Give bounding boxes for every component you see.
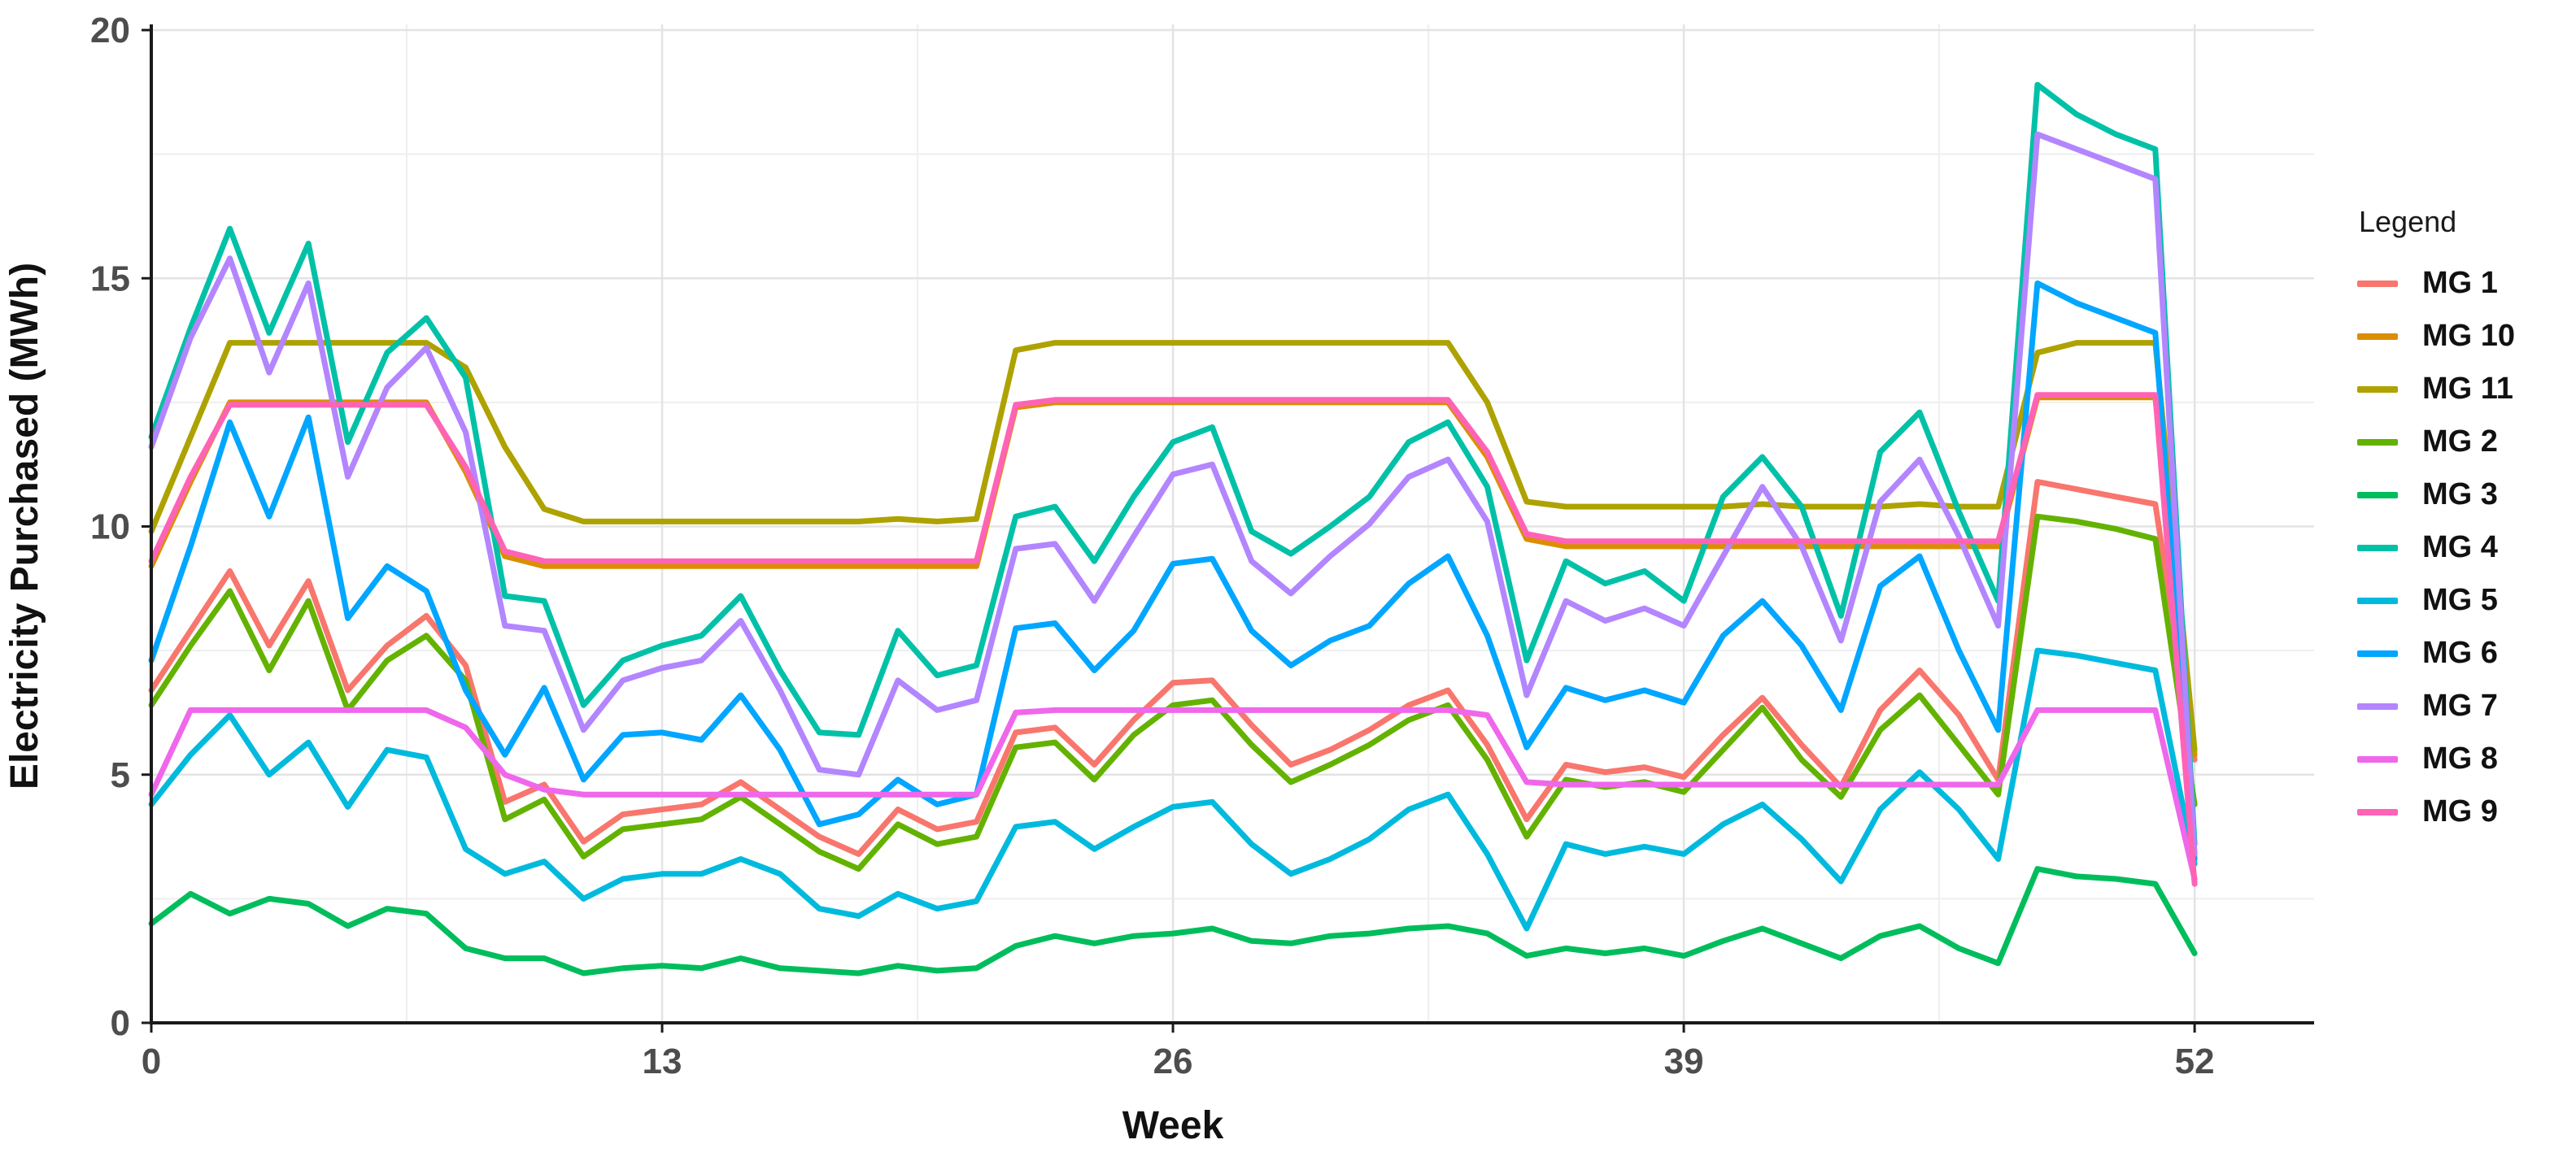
legend-key-line: [2357, 650, 2398, 657]
series-line-mg-2: [148, 513, 2198, 872]
y-tick-label: 5: [111, 755, 130, 795]
gridlines-minor: [151, 24, 2314, 1023]
legend-item-mg-11: MG 11: [2357, 363, 2573, 415]
legend-title: Legend: [2359, 205, 2457, 238]
x-tick-label: 0: [142, 1042, 161, 1081]
legend-key-line: [2357, 385, 2398, 393]
x-tick-label: 39: [1664, 1042, 1704, 1081]
legend-item-label: MG 4: [2422, 530, 2498, 564]
legend-item-mg-7: MG 7: [2357, 680, 2573, 733]
legend-item-mg-8: MG 8: [2357, 733, 2573, 785]
legend-key-line: [2357, 333, 2398, 340]
legend-item-mg-1: MG 1: [2357, 257, 2573, 310]
legend-item-mg-4: MG 4: [2357, 521, 2573, 574]
series-line-mg-3: [148, 866, 2198, 976]
legend-item-label: MG 1: [2422, 266, 2498, 300]
axis-lines: [150, 24, 2314, 1024]
legend-item-label: MG 8: [2422, 742, 2498, 776]
y-tick-label: 15: [90, 259, 130, 298]
series-line-mg-11: [148, 340, 2198, 753]
tick-labels: 0 5 10 15 20 0 13 26 39 52: [90, 11, 2215, 1081]
legend-key-line: [2357, 597, 2398, 604]
legend-key-line: [2357, 808, 2398, 816]
x-tick-label: 26: [1153, 1042, 1193, 1081]
legend-item-mg-3: MG 3: [2357, 468, 2573, 521]
legend-key-line: [2357, 491, 2398, 498]
legend-item-label: MG 9: [2422, 794, 2498, 829]
legend-item-mg-9: MG 9: [2357, 785, 2573, 838]
legend-item-label: MG 7: [2422, 689, 2498, 723]
legend-item-mg-10: MG 10: [2357, 310, 2573, 363]
y-axis-title: Electricity Purchased (MWh): [3, 263, 46, 789]
legend-item-label: MG 11: [2422, 372, 2513, 406]
legend-item-label: MG 5: [2422, 583, 2498, 617]
legend-item-label: MG 2: [2422, 424, 2498, 459]
tick-marks: [142, 28, 2196, 1033]
gridlines-major: [151, 24, 2314, 1023]
legend-key-line: [2357, 280, 2398, 287]
legend-key-line: [2357, 438, 2398, 446]
series-line-mg-8: [148, 707, 2198, 882]
y-tick-label: 10: [90, 507, 130, 547]
legend-item-mg-5: MG 5: [2357, 574, 2573, 627]
legend: Legend MG 1 MG 10 MG 11 MG 2 MG 3 MG 4 MG 5 MG …: [2357, 205, 2573, 838]
legend-item-mg-2: MG 2: [2357, 415, 2573, 468]
y-tick-label: 0: [111, 1003, 130, 1043]
legend-item-label: MG 3: [2422, 477, 2498, 511]
data-series-lines: [148, 81, 2198, 976]
legend-items: MG 1 MG 10 MG 11 MG 2 MG 3 MG 4 MG 5 MG 6 MG 7 MG…: [2357, 257, 2573, 838]
series-line-mg-9: [148, 392, 2198, 887]
legend-item-mg-6: MG 6: [2357, 627, 2573, 680]
legend-key-line: [2357, 755, 2398, 763]
x-axis-title: Week: [1122, 1104, 1224, 1147]
x-tick-label: 13: [643, 1042, 682, 1081]
legend-key-line: [2357, 544, 2398, 551]
legend-item-label: MG 6: [2422, 636, 2498, 670]
x-tick-label: 52: [2175, 1042, 2215, 1081]
series-line-mg-7: [148, 131, 2198, 857]
y-tick-label: 20: [90, 11, 130, 50]
series-line-mg-6: [148, 280, 2198, 862]
legend-key-line: [2357, 702, 2398, 710]
series-line-mg-5: [148, 647, 2198, 932]
legend-item-label: MG 10: [2422, 319, 2516, 353]
